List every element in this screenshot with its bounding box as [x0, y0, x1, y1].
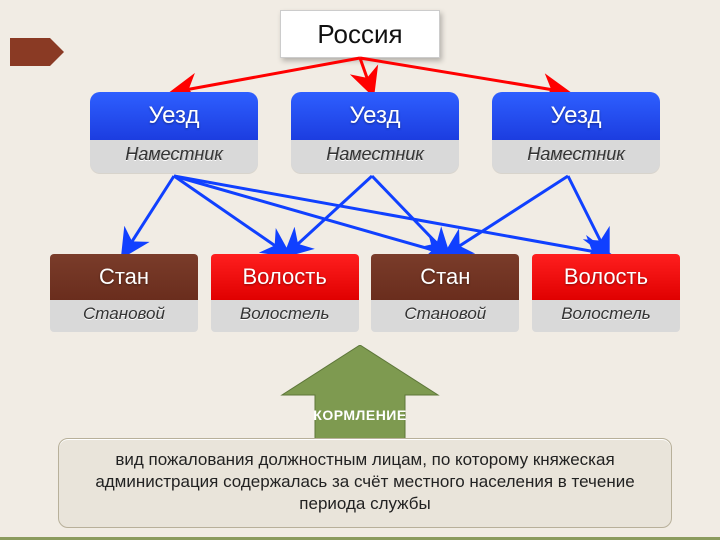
uezd-label: Уезд — [291, 92, 459, 140]
level3-label: Волость — [532, 254, 680, 300]
uezd-label: Уезд — [492, 92, 660, 140]
kormlenie-arrow: КОРМЛЕНИЕ — [260, 345, 460, 440]
uezd-node: Уезд Наместник — [90, 92, 258, 173]
uezd-sublabel: Наместник — [492, 140, 660, 173]
uezd-node: Уезд Наместник — [291, 92, 459, 173]
level3-sublabel: Волостель — [211, 300, 359, 332]
root-node: Россия — [280, 10, 440, 58]
level3-sublabel: Становой — [371, 300, 519, 332]
level3-node: Волость Волостель — [211, 254, 359, 332]
level3-label: Стан — [50, 254, 198, 300]
definition-box: вид пожалования должностным лицам, по ко… — [58, 438, 672, 528]
level3-node: Стан Становой — [50, 254, 198, 332]
slide-marker — [10, 38, 50, 66]
level3-node: Стан Становой — [371, 254, 519, 332]
kormlenie-label: КОРМЛЕНИЕ — [260, 407, 460, 423]
level3-sublabel: Волостель — [532, 300, 680, 332]
level3-node: Волость Волостель — [532, 254, 680, 332]
level3-row: Стан Становой Волость Волостель Стан Ста… — [50, 254, 680, 332]
level2-row: Уезд Наместник Уезд Наместник Уезд Намес… — [90, 92, 660, 173]
uezd-node: Уезд Наместник — [492, 92, 660, 173]
level3-label: Волость — [211, 254, 359, 300]
level3-label: Стан — [371, 254, 519, 300]
uezd-sublabel: Наместник — [291, 140, 459, 173]
uezd-sublabel: Наместник — [90, 140, 258, 173]
root-label: Россия — [317, 19, 402, 50]
uezd-label: Уезд — [90, 92, 258, 140]
definition-text: вид пожалования должностным лицам, по ко… — [95, 450, 634, 513]
level3-sublabel: Становой — [50, 300, 198, 332]
